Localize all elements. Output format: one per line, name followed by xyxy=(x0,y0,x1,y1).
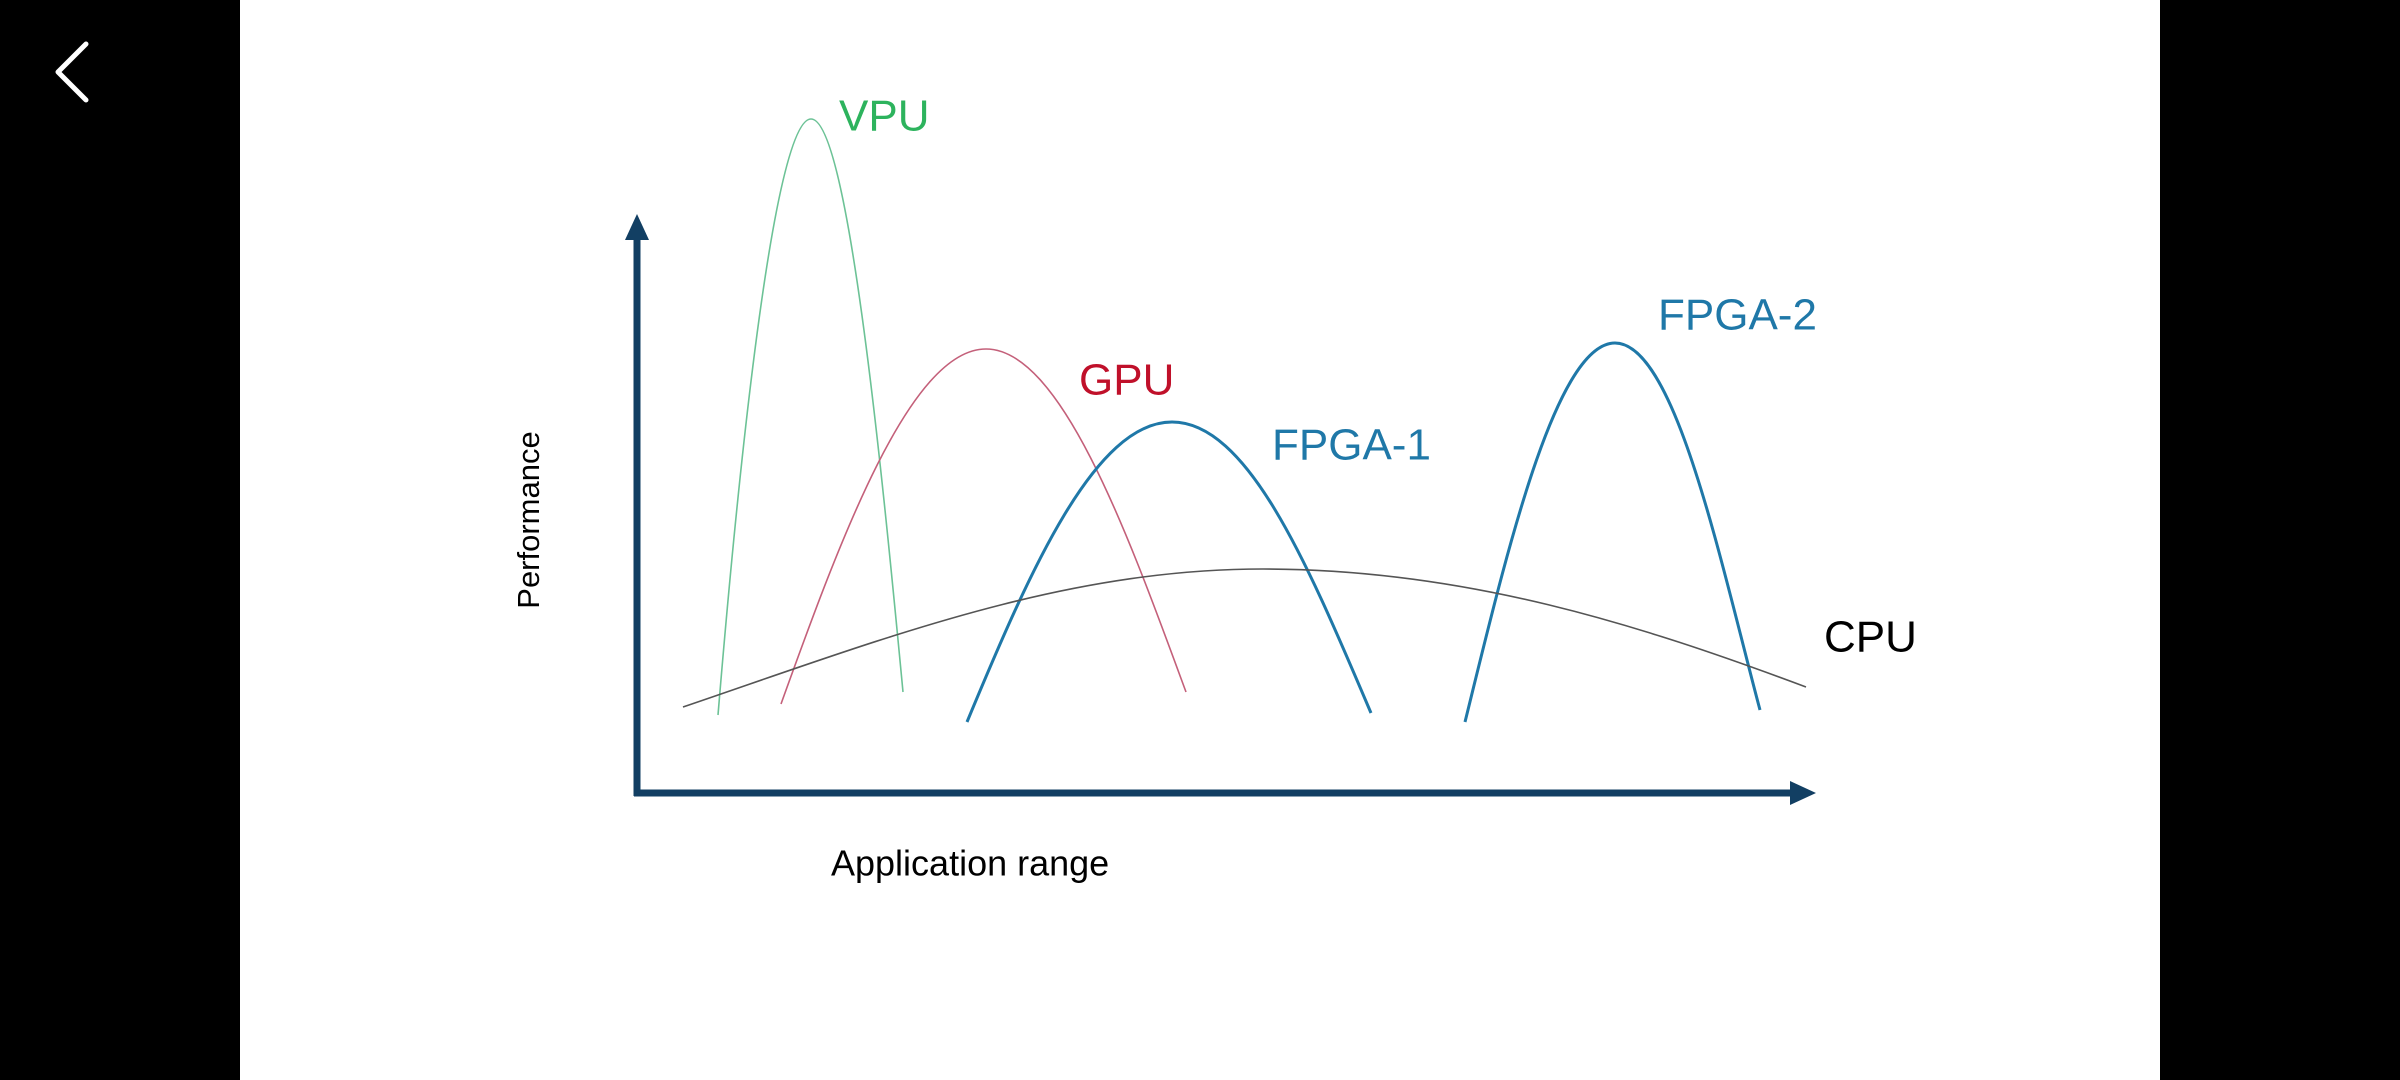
y-axis-label: Performance xyxy=(511,431,546,608)
curves xyxy=(682,118,1807,723)
curve-label: CPU xyxy=(1824,613,1917,662)
back-button-hitarea[interactable] xyxy=(30,30,110,114)
curve-label: FPGA-2 xyxy=(1658,291,1817,340)
gpu-curve xyxy=(780,348,1187,705)
fpga2-curve xyxy=(1463,341,1762,723)
vpu-curve xyxy=(717,118,904,716)
curve-label: VPU xyxy=(839,92,929,141)
y-axis-arrow xyxy=(625,214,649,240)
curve-label: FPGA-1 xyxy=(1272,421,1431,470)
slide xyxy=(240,0,2160,1080)
back-button[interactable] xyxy=(30,30,110,114)
x-axis-label: Application range xyxy=(831,843,1109,884)
x-axis-arrow xyxy=(1790,781,1816,805)
fpga1-curve xyxy=(965,420,1373,723)
axes xyxy=(625,214,1816,805)
curve-label: GPU xyxy=(1079,356,1174,405)
cpu-curve xyxy=(682,568,1807,708)
back-icon[interactable] xyxy=(55,41,89,103)
